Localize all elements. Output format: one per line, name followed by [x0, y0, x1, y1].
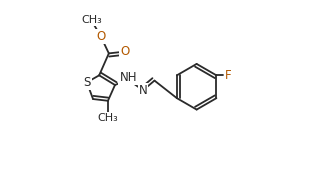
Text: NH: NH: [119, 72, 137, 84]
Text: CH₃: CH₃: [98, 113, 118, 123]
Text: O: O: [120, 45, 129, 58]
Text: N: N: [139, 84, 148, 97]
Text: CH₃: CH₃: [81, 15, 102, 25]
Text: S: S: [83, 76, 91, 89]
Text: F: F: [224, 69, 231, 82]
Text: O: O: [96, 30, 106, 43]
